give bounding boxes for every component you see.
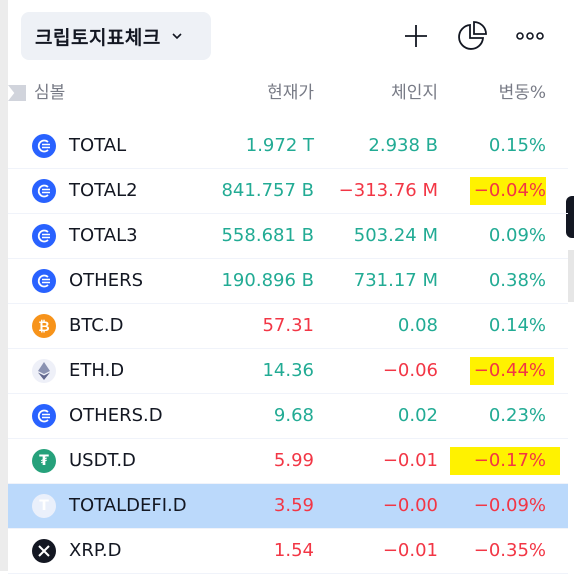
watchlist-row-others[interactable]: OTHERS 190.896 B 731.17 M 0.38% bbox=[8, 259, 568, 304]
watchlist-title: 크립토지표체크 bbox=[35, 26, 161, 49]
row-change-pct: 0.09% bbox=[488, 225, 546, 246]
row-change: 0.02 bbox=[397, 405, 438, 426]
row-change-pct: 0.23% bbox=[488, 405, 546, 426]
crypto-cap-icon bbox=[32, 404, 56, 428]
pie-chart-icon[interactable] bbox=[454, 18, 490, 54]
row-symbol: OTHERS bbox=[69, 270, 144, 291]
row-last: 841.757 B bbox=[221, 180, 314, 201]
right-edge-strip bbox=[568, 250, 574, 302]
row-change: 2.938 B bbox=[368, 135, 438, 156]
row-change-pct: −0.04% bbox=[473, 180, 546, 201]
row-change-pct: 0.14% bbox=[488, 315, 546, 336]
left-edge-strip bbox=[0, 0, 8, 571]
row-change-pct: −0.09% bbox=[473, 495, 546, 516]
row-change: −313.76 M bbox=[338, 180, 438, 201]
row-last: 5.99 bbox=[273, 450, 314, 471]
column-header-symbol[interactable]: 심볼 bbox=[34, 83, 66, 103]
highlight-mark bbox=[470, 357, 554, 385]
more-icon[interactable] bbox=[512, 18, 548, 54]
watchlist-row-total2[interactable]: TOTAL2 841.757 B −313.76 M −0.04% bbox=[8, 169, 568, 214]
watchlist-row-totaldefi-d[interactable]: T TOTALDEFI.D 3.59 −0.00 −0.09% bbox=[8, 484, 568, 529]
row-last: 3.59 bbox=[273, 495, 314, 516]
watchlist-row-total[interactable]: TOTAL 1.972 T 2.938 B 0.15% bbox=[8, 124, 568, 169]
row-last: 190.896 B bbox=[221, 270, 314, 291]
row-change-pct: −0.44% bbox=[473, 360, 546, 381]
row-symbol: TOTALDEFI.D bbox=[69, 495, 187, 516]
bitcoin-icon: ₿ bbox=[32, 314, 56, 338]
row-symbol: OTHERS.D bbox=[69, 405, 163, 426]
row-last: 9.68 bbox=[273, 405, 314, 426]
row-symbol: XRP.D bbox=[69, 540, 122, 561]
crypto-cap-icon bbox=[32, 224, 56, 248]
row-symbol: BTC.D bbox=[69, 315, 124, 336]
column-header-change-pct[interactable]: 변동% bbox=[498, 83, 546, 103]
ethereum-icon bbox=[32, 359, 56, 383]
chevron-down-icon bbox=[169, 28, 185, 44]
row-change-pct: −0.35% bbox=[473, 540, 546, 561]
row-symbol: ETH.D bbox=[69, 360, 125, 381]
row-change: −0.01 bbox=[382, 450, 438, 471]
xrp-icon bbox=[32, 539, 56, 563]
row-last: 14.36 bbox=[262, 360, 314, 381]
row-symbol: USDT.D bbox=[69, 450, 136, 471]
crypto-cap-icon bbox=[32, 134, 56, 158]
row-change: −0.06 bbox=[382, 360, 438, 381]
row-change: 503.24 M bbox=[353, 225, 438, 246]
row-last: 1.972 T bbox=[245, 135, 314, 156]
right-edge-tab bbox=[566, 196, 574, 238]
row-change-pct: 0.15% bbox=[488, 135, 546, 156]
row-symbol: TOTAL2 bbox=[69, 180, 138, 201]
row-change: 731.17 M bbox=[353, 270, 438, 291]
watchlist-row-usdt-d[interactable]: ₮ USDT.D 5.99 −0.01 −0.17% bbox=[8, 439, 568, 484]
watchlist-row-btc-d[interactable]: ₿ BTC.D 57.31 0.08 0.14% bbox=[8, 304, 568, 349]
watchlist-row-xrp-d[interactable]: XRP.D 1.54 −0.01 −0.35% bbox=[8, 529, 568, 574]
row-symbol: TOTAL3 bbox=[69, 225, 138, 246]
crypto-cap-icon bbox=[32, 269, 56, 293]
watchlist-title-button[interactable]: 크립토지표체크 bbox=[21, 12, 211, 60]
row-symbol: TOTAL bbox=[69, 135, 127, 156]
crypto-cap-icon bbox=[32, 179, 56, 203]
row-change-pct: −0.17% bbox=[473, 450, 546, 471]
tether-icon: ₮ bbox=[32, 449, 56, 473]
plus-icon[interactable] bbox=[398, 18, 434, 54]
watchlist-rows: TOTAL 1.972 T 2.938 B 0.15% TOTAL2 841.757 B −… bbox=[8, 124, 568, 574]
row-change-pct: 0.38% bbox=[488, 270, 546, 291]
highlight-mark bbox=[450, 447, 560, 475]
row-last: 1.54 bbox=[273, 540, 314, 561]
highlight-mark bbox=[470, 177, 546, 205]
watchlist-row-total3[interactable]: TOTAL3 558.681 B 503.24 M 0.09% bbox=[8, 214, 568, 259]
column-header-change[interactable]: 체인지 bbox=[391, 83, 438, 103]
row-last: 558.681 B bbox=[221, 225, 314, 246]
defi-icon: T bbox=[32, 494, 56, 518]
column-header-last[interactable]: 현재가 bbox=[267, 83, 314, 103]
watchlist-row-eth-d[interactable]: ETH.D 14.36 −0.06 −0.44% bbox=[8, 349, 568, 394]
row-change: 0.08 bbox=[397, 315, 438, 336]
row-last: 57.31 bbox=[262, 315, 314, 336]
watchlist-row-others-d[interactable]: OTHERS.D 9.68 0.02 0.23% bbox=[8, 394, 568, 439]
row-change: −0.00 bbox=[382, 495, 438, 516]
flag-icon[interactable] bbox=[8, 85, 26, 101]
row-change: −0.01 bbox=[382, 540, 438, 561]
